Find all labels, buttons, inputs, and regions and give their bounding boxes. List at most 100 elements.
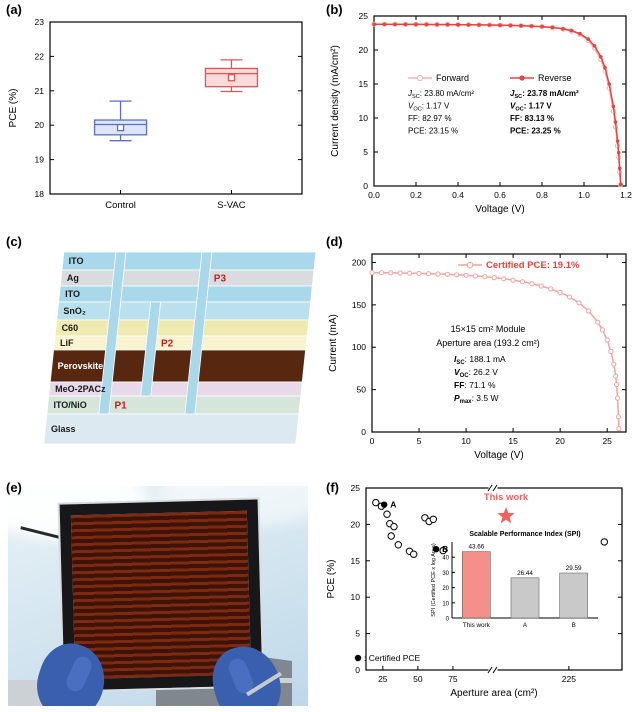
data-marker [619,182,623,187]
module-photo [8,486,308,706]
module-annotation: 15×15 cm² Module [451,324,526,334]
y-tick-label: 18 [35,189,45,199]
data-marker [604,337,610,343]
mean-marker [116,123,125,132]
reverse-stat: FF: 83.13 % [510,114,554,123]
y-tick-label: 5 [355,629,360,639]
y-tick-label: 10 [351,592,361,602]
y-tick-label: 0 [355,665,360,675]
inset-y-tick-label: 40 [442,556,449,562]
data-marker [501,276,507,282]
axis-break-mark [492,484,498,492]
data-marker [603,65,607,70]
y-tick-label: 25 [359,11,369,21]
inset-bar-value: 26.44 [517,570,533,577]
box-s-vac [204,59,259,93]
data-marker [614,395,621,401]
inset-bar-chart: Scalable Performance Index (SPI) 0 10 20 30 4… [431,531,598,629]
chart-title-group: Certified PCE: 19.1% [458,260,580,271]
y-tick-label: 5 [363,147,368,157]
tspan: PCE [408,127,424,136]
layer-lif [53,335,308,351]
data-marker [529,281,535,287]
y-tick-label: 25 [351,483,361,493]
data-marker [403,22,408,27]
data-marker [608,348,614,355]
y-axis-label: PCE (%) [326,560,337,599]
data-marker [435,22,439,27]
axis-break-gap [488,667,498,673]
inset-x-tick-label: B [572,622,576,629]
data-marker [463,272,469,278]
title-legend-marker [466,261,474,269]
data-marker [372,22,376,27]
data-marker [407,270,413,276]
tspan: PCE [510,127,527,136]
point-label: A [390,500,396,510]
x-tick-label: 5 [417,436,422,446]
layer-ito [58,285,313,303]
layer-label: Glass [51,424,76,434]
data-marker [567,294,573,300]
y-tick-label: 20 [359,45,369,55]
data-marker [456,22,460,27]
module-stat: FF: 71.1 % [454,380,496,390]
layer-glass [43,413,300,445]
panel-f-label: (f) [326,480,339,495]
this-work-label: This work [484,492,529,503]
legend-certified-pce: : Certified PCE [364,653,421,663]
tspan: : 23.78 mA/cm² [522,89,579,98]
data-marker [472,273,479,279]
panel-b-label: (b) [326,2,343,17]
inset-bar-value: 29.59 [566,565,582,572]
y-tick-label: 50 [357,385,367,395]
tspan: : 23.80 mA/cm² [420,89,475,98]
data-marker [519,23,523,28]
tspan: I [454,354,457,364]
data-marker [615,139,620,143]
y-tick-label: 0 [363,181,368,191]
inset-x-tick-label: A [523,622,528,629]
layer-label: ITO [69,256,84,266]
data-point-open [439,546,447,555]
layer-label: C60 [62,323,79,333]
tspan: : 188.1 mA [465,354,506,364]
data-marker [425,271,432,277]
panel-a: (a) 18 19 20 21 22 23 PCE (%) Control S-VAC [0,0,320,232]
module-stat: Pmax: 3.5 W [454,393,499,405]
point-label: B [442,544,448,554]
data-marker [382,22,387,27]
layer-label: SnO₂ [63,306,86,316]
data-marker [550,25,555,30]
tspan: SC [456,360,465,366]
tspan: SC [514,94,522,100]
layer-label: MeO-2PACz [55,384,106,394]
y-tick-label: 22 [35,51,45,61]
data-marker [616,150,621,155]
data-marker [388,270,394,276]
x-tick-label: 1.2 [620,190,632,200]
x-tick-label: 25 [602,436,612,446]
panel-d-label: (d) [326,234,343,249]
data-marker [607,82,611,86]
data-point-open [372,498,380,507]
x-tick-label: 50 [413,674,423,684]
scribe-p1 [98,251,127,415]
tspan: V [510,102,516,111]
panel-f: (f) 0 5 10 15 20 25 25 50 75 225 Aperture area (cm… [320,478,640,712]
data-marker [435,271,441,277]
tspan: : 71.1 % [464,380,496,390]
y-axis-label: Current density (mA/cm²) [330,45,341,157]
y-axis-label: PCE (%) [8,89,19,128]
panel-c: (c) ITO Ag ITO SnO₂ C60 LiF Perovskite MeO-2PAC… [0,232,320,478]
forward-stat: FF: 82.97 % [408,114,452,123]
x-axis-label: Voltage (V) [474,450,523,461]
x-tick-label: 0 [370,436,375,446]
data-marker [454,272,460,278]
layer-label: Ag [67,273,79,283]
data-point-open [600,538,608,546]
legend-marker [416,74,424,82]
series-reverse [372,22,623,187]
y-tick-label: 150 [352,300,366,310]
